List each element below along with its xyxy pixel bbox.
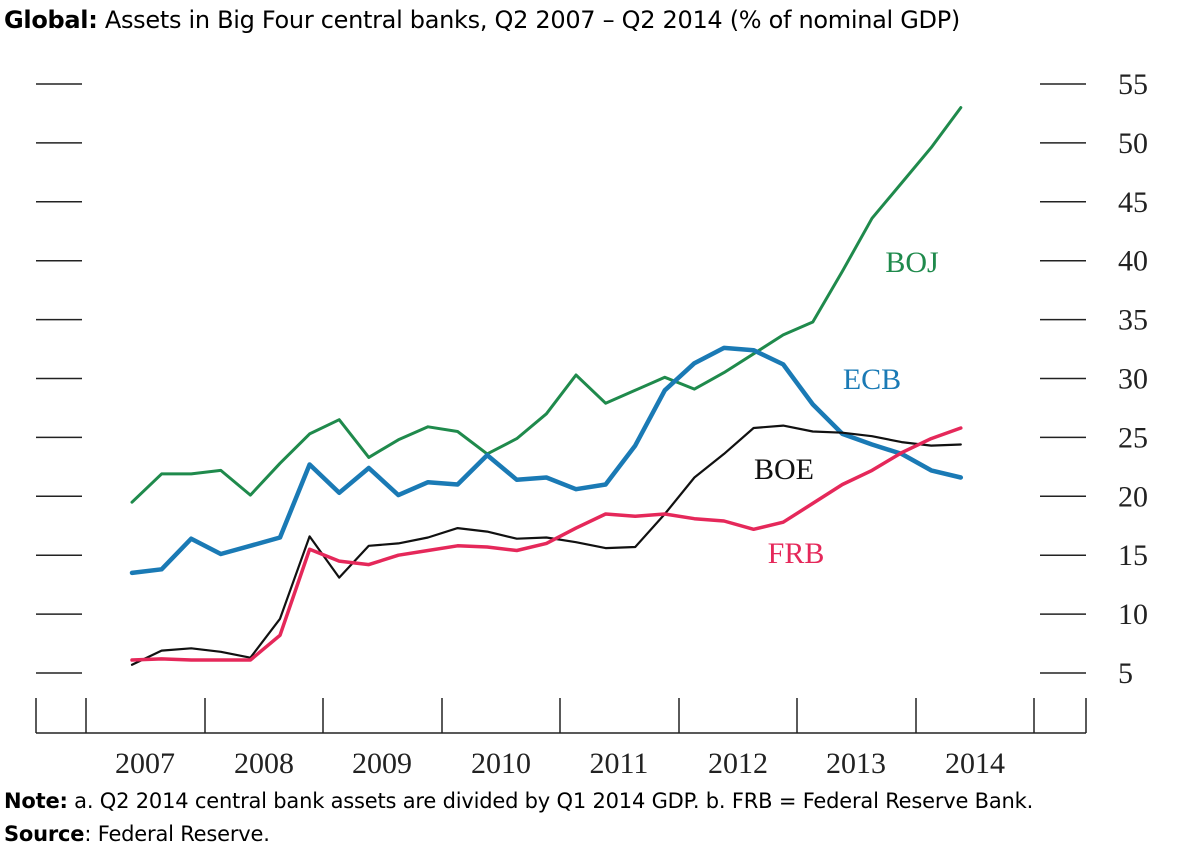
- x-tick-label: 2010: [471, 747, 531, 780]
- series-line-frb: [130, 426, 963, 662]
- left-tick-marks: [36, 83, 82, 674]
- y-tick-label: 5: [1118, 657, 1133, 690]
- source-prefix: Source: [4, 822, 85, 846]
- right-tick-marks: [1040, 83, 1086, 674]
- x-tick-label: 2009: [352, 747, 412, 780]
- series-lines: [129, 106, 964, 666]
- x-axis: [35, 698, 1087, 734]
- chart-title: Global: Assets in Big Four central banks…: [4, 6, 960, 34]
- y-tick-label: 50: [1118, 127, 1148, 160]
- note-prefix: Note:: [4, 789, 68, 813]
- series-line-ecb: [129, 345, 964, 576]
- x-tick-label: 2013: [826, 747, 886, 780]
- x-tick-label: 2008: [234, 747, 294, 780]
- x-tick-labels: 2007 2008 2009 2010 2011 2012 2013 2014: [115, 747, 1005, 780]
- y-tick-label: 35: [1118, 304, 1148, 337]
- title-prefix: Global:: [4, 6, 98, 34]
- y-tick-label: 10: [1118, 598, 1148, 631]
- series-labels: BOJ ECB BOE FRB: [754, 246, 939, 570]
- chart-source: Source: Federal Reserve.: [4, 822, 270, 846]
- x-tick-label: 2011: [590, 747, 649, 780]
- series-label-frb: FRB: [768, 537, 825, 570]
- chart-note: Note: a. Q2 2014 central bank assets are…: [4, 789, 1033, 813]
- note-text: a. Q2 2014 central bank assets are divid…: [74, 789, 1034, 813]
- series-line-boj: [130, 106, 963, 504]
- y-tick-labels: 5 10 15 20 25 30 35 40 45 50 55: [1118, 68, 1148, 690]
- y-tick-label: 25: [1118, 421, 1148, 454]
- series-label-boj: BOJ: [885, 246, 939, 279]
- series-line-boe: [130, 424, 962, 666]
- series-label-boe: BOE: [754, 453, 814, 486]
- source-text: : Federal Reserve.: [84, 822, 270, 846]
- x-tick-label: 2014: [945, 747, 1005, 780]
- y-tick-label: 30: [1118, 363, 1148, 396]
- y-tick-label: 55: [1118, 68, 1148, 101]
- title-text: Assets in Big Four central banks, Q2 200…: [104, 6, 960, 34]
- x-tick-label: 2012: [708, 747, 768, 780]
- series-label-ecb: ECB: [843, 363, 901, 396]
- y-tick-label: 40: [1118, 245, 1148, 278]
- y-tick-label: 45: [1118, 186, 1148, 219]
- y-tick-label: 20: [1118, 480, 1148, 513]
- y-tick-label: 15: [1118, 539, 1148, 572]
- x-tick-label: 2007: [115, 747, 175, 780]
